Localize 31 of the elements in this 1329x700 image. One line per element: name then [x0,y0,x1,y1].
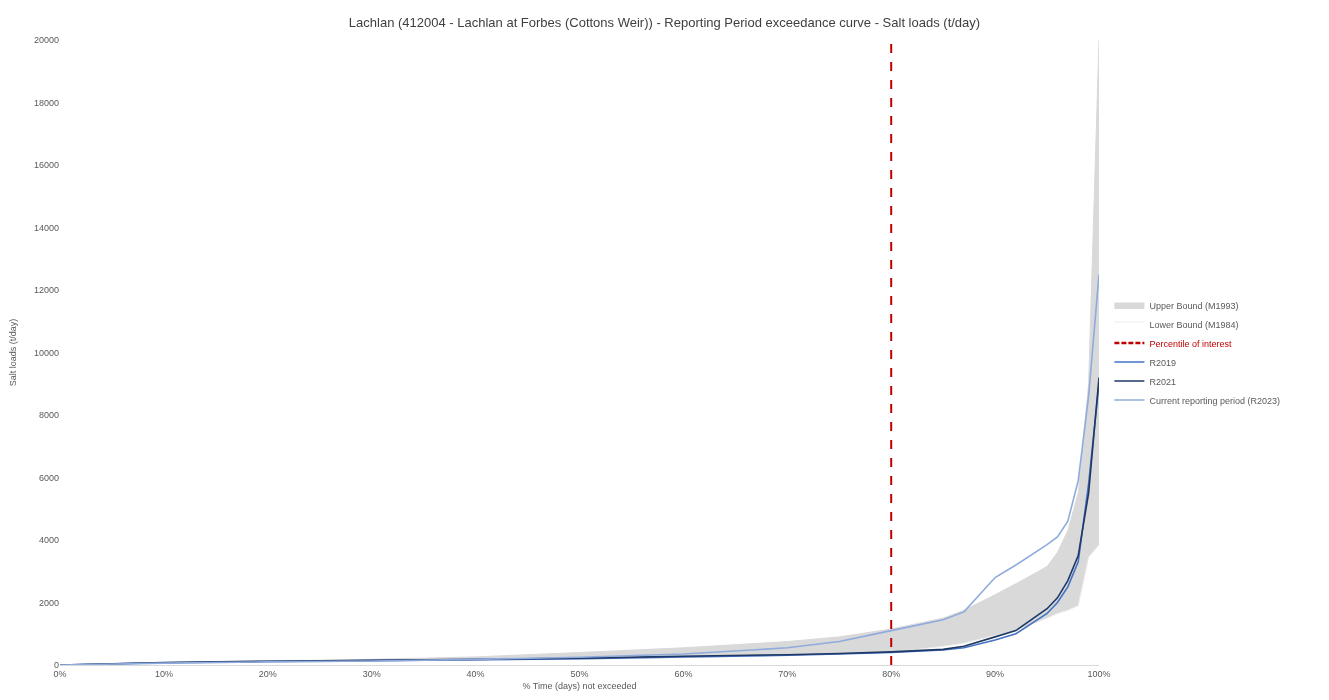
x-tick-label: 60% [674,668,693,679]
y-tick-label: 2000 [38,597,59,608]
y-tick-label: 4000 [38,535,59,546]
x-tick-label: 30% [362,668,381,679]
legend-label: Current reporting period (R2023) [1149,395,1280,406]
x-tick-label: 90% [986,668,1005,679]
x-tick-label: 40% [466,668,485,679]
x-tick-label: 50% [570,668,589,679]
legend-label: R2019 [1149,357,1176,368]
y-tick-label: 20000 [33,35,59,46]
y-tick-label: 0 [53,660,59,671]
y-tick-label: 6000 [38,472,59,483]
legend-label: Upper Bound (M1993) [1149,300,1239,311]
chart-title: Lachlan (412004 - Lachlan at Forbes (Cottons Weir)) - Reporting Period exceedance curve - Salt loads (t/day) [348,14,981,30]
x-tick-label: 100% [1087,668,1111,679]
x-tick-label: 80% [882,668,901,679]
x-tick-label: 0% [53,668,67,679]
x-tick-label: 10% [154,668,173,679]
legend-label: Lower Bound (M1984) [1149,319,1239,330]
y-tick-label: 16000 [33,160,59,171]
y-axis-title: Salt loads (t/day) [8,318,19,387]
x-axis-title: % Time (days) not exceeded [522,680,637,691]
y-tick-label: 12000 [33,285,59,296]
y-tick-label: 14000 [33,222,59,233]
x-tick-label: 20% [258,668,277,679]
ref-line-label: Percentile of interest [1149,338,1232,349]
legend-label: R2021 [1149,376,1176,387]
x-tick-label: 70% [778,668,797,679]
y-tick-label: 18000 [33,97,59,108]
y-tick-label: 8000 [38,410,59,421]
y-tick-label: 10000 [33,347,59,358]
